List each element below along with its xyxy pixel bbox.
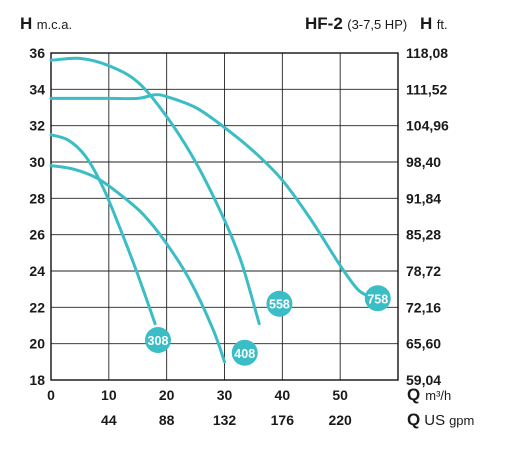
- x-tick-label: 40: [275, 387, 291, 403]
- pump-curve-308: [49, 133, 157, 326]
- y2-tick-label: 72,16: [406, 299, 441, 315]
- right-axis-unit: ft.: [436, 17, 448, 32]
- model-header: HF-2 (3-7,5 HP): [305, 14, 407, 34]
- left-axis-header: H m.c.a.: [20, 14, 72, 34]
- x-tick-label: 30: [217, 387, 233, 403]
- x2-axis-label: Q US gpm: [407, 410, 474, 429]
- right-axis-header: H ft.: [420, 14, 448, 34]
- y2-tick-label: 59,04: [406, 372, 441, 388]
- y-tick-label: 24: [29, 263, 45, 279]
- x-tick-label: 50: [332, 387, 348, 403]
- x2-tick-label: 132: [213, 412, 237, 428]
- x-tick-label: 20: [159, 387, 175, 403]
- y2-tick-label: 85,28: [406, 227, 441, 243]
- y-tick-label: 22: [29, 299, 45, 315]
- x2-tick-label: 44: [101, 412, 117, 428]
- y2-tick-label: 111,52: [406, 81, 447, 97]
- curve-label-308: 308: [148, 334, 169, 348]
- left-axis-symbol: H: [20, 14, 33, 33]
- x-tick-label: 10: [101, 387, 117, 403]
- y2-tick-label: 65,60: [406, 336, 441, 352]
- y2-tick-label: 78,72: [406, 263, 441, 279]
- pump-curve-408: [49, 164, 226, 364]
- x2-tick-label: 88: [159, 412, 175, 428]
- curve-badge-558: [266, 290, 293, 317]
- y-tick-label: 32: [29, 118, 45, 134]
- model-name: HF-2: [305, 14, 343, 33]
- x-tick-label: 0: [47, 387, 55, 403]
- curve-badge-758: [364, 285, 391, 312]
- y2-tick-label: 118,08: [406, 45, 448, 61]
- curve-label-408: 408: [234, 347, 255, 361]
- y-tick-label: 30: [29, 154, 45, 170]
- curve-label-558: 558: [269, 298, 290, 312]
- x2-tick-label: 220: [328, 412, 352, 428]
- pump-curve-758: [49, 93, 371, 298]
- curve-label-758: 758: [367, 292, 388, 306]
- x2-tick-label: 176: [271, 412, 295, 428]
- y-tick-label: 28: [29, 190, 45, 206]
- y2-tick-label: 104,96: [406, 118, 449, 134]
- y-tick-label: 26: [29, 227, 45, 243]
- plot-frame: [50, 52, 399, 381]
- y2-tick-label: 98,40: [406, 154, 441, 170]
- y-tick-label: 36: [29, 45, 45, 61]
- left-axis-unit: m.c.a.: [36, 17, 73, 32]
- pump-curve-558: [49, 56, 261, 326]
- y-tick-label: 34: [29, 81, 45, 97]
- y-tick-label: 18: [29, 372, 45, 388]
- curve-badge-408: [231, 339, 258, 366]
- curve-badge-308: [144, 327, 171, 354]
- model-power: (3-7,5 HP): [347, 17, 408, 32]
- y2-tick-label: 91,84: [406, 190, 441, 206]
- y-tick-label: 20: [29, 336, 45, 352]
- right-axis-symbol: H: [420, 14, 433, 33]
